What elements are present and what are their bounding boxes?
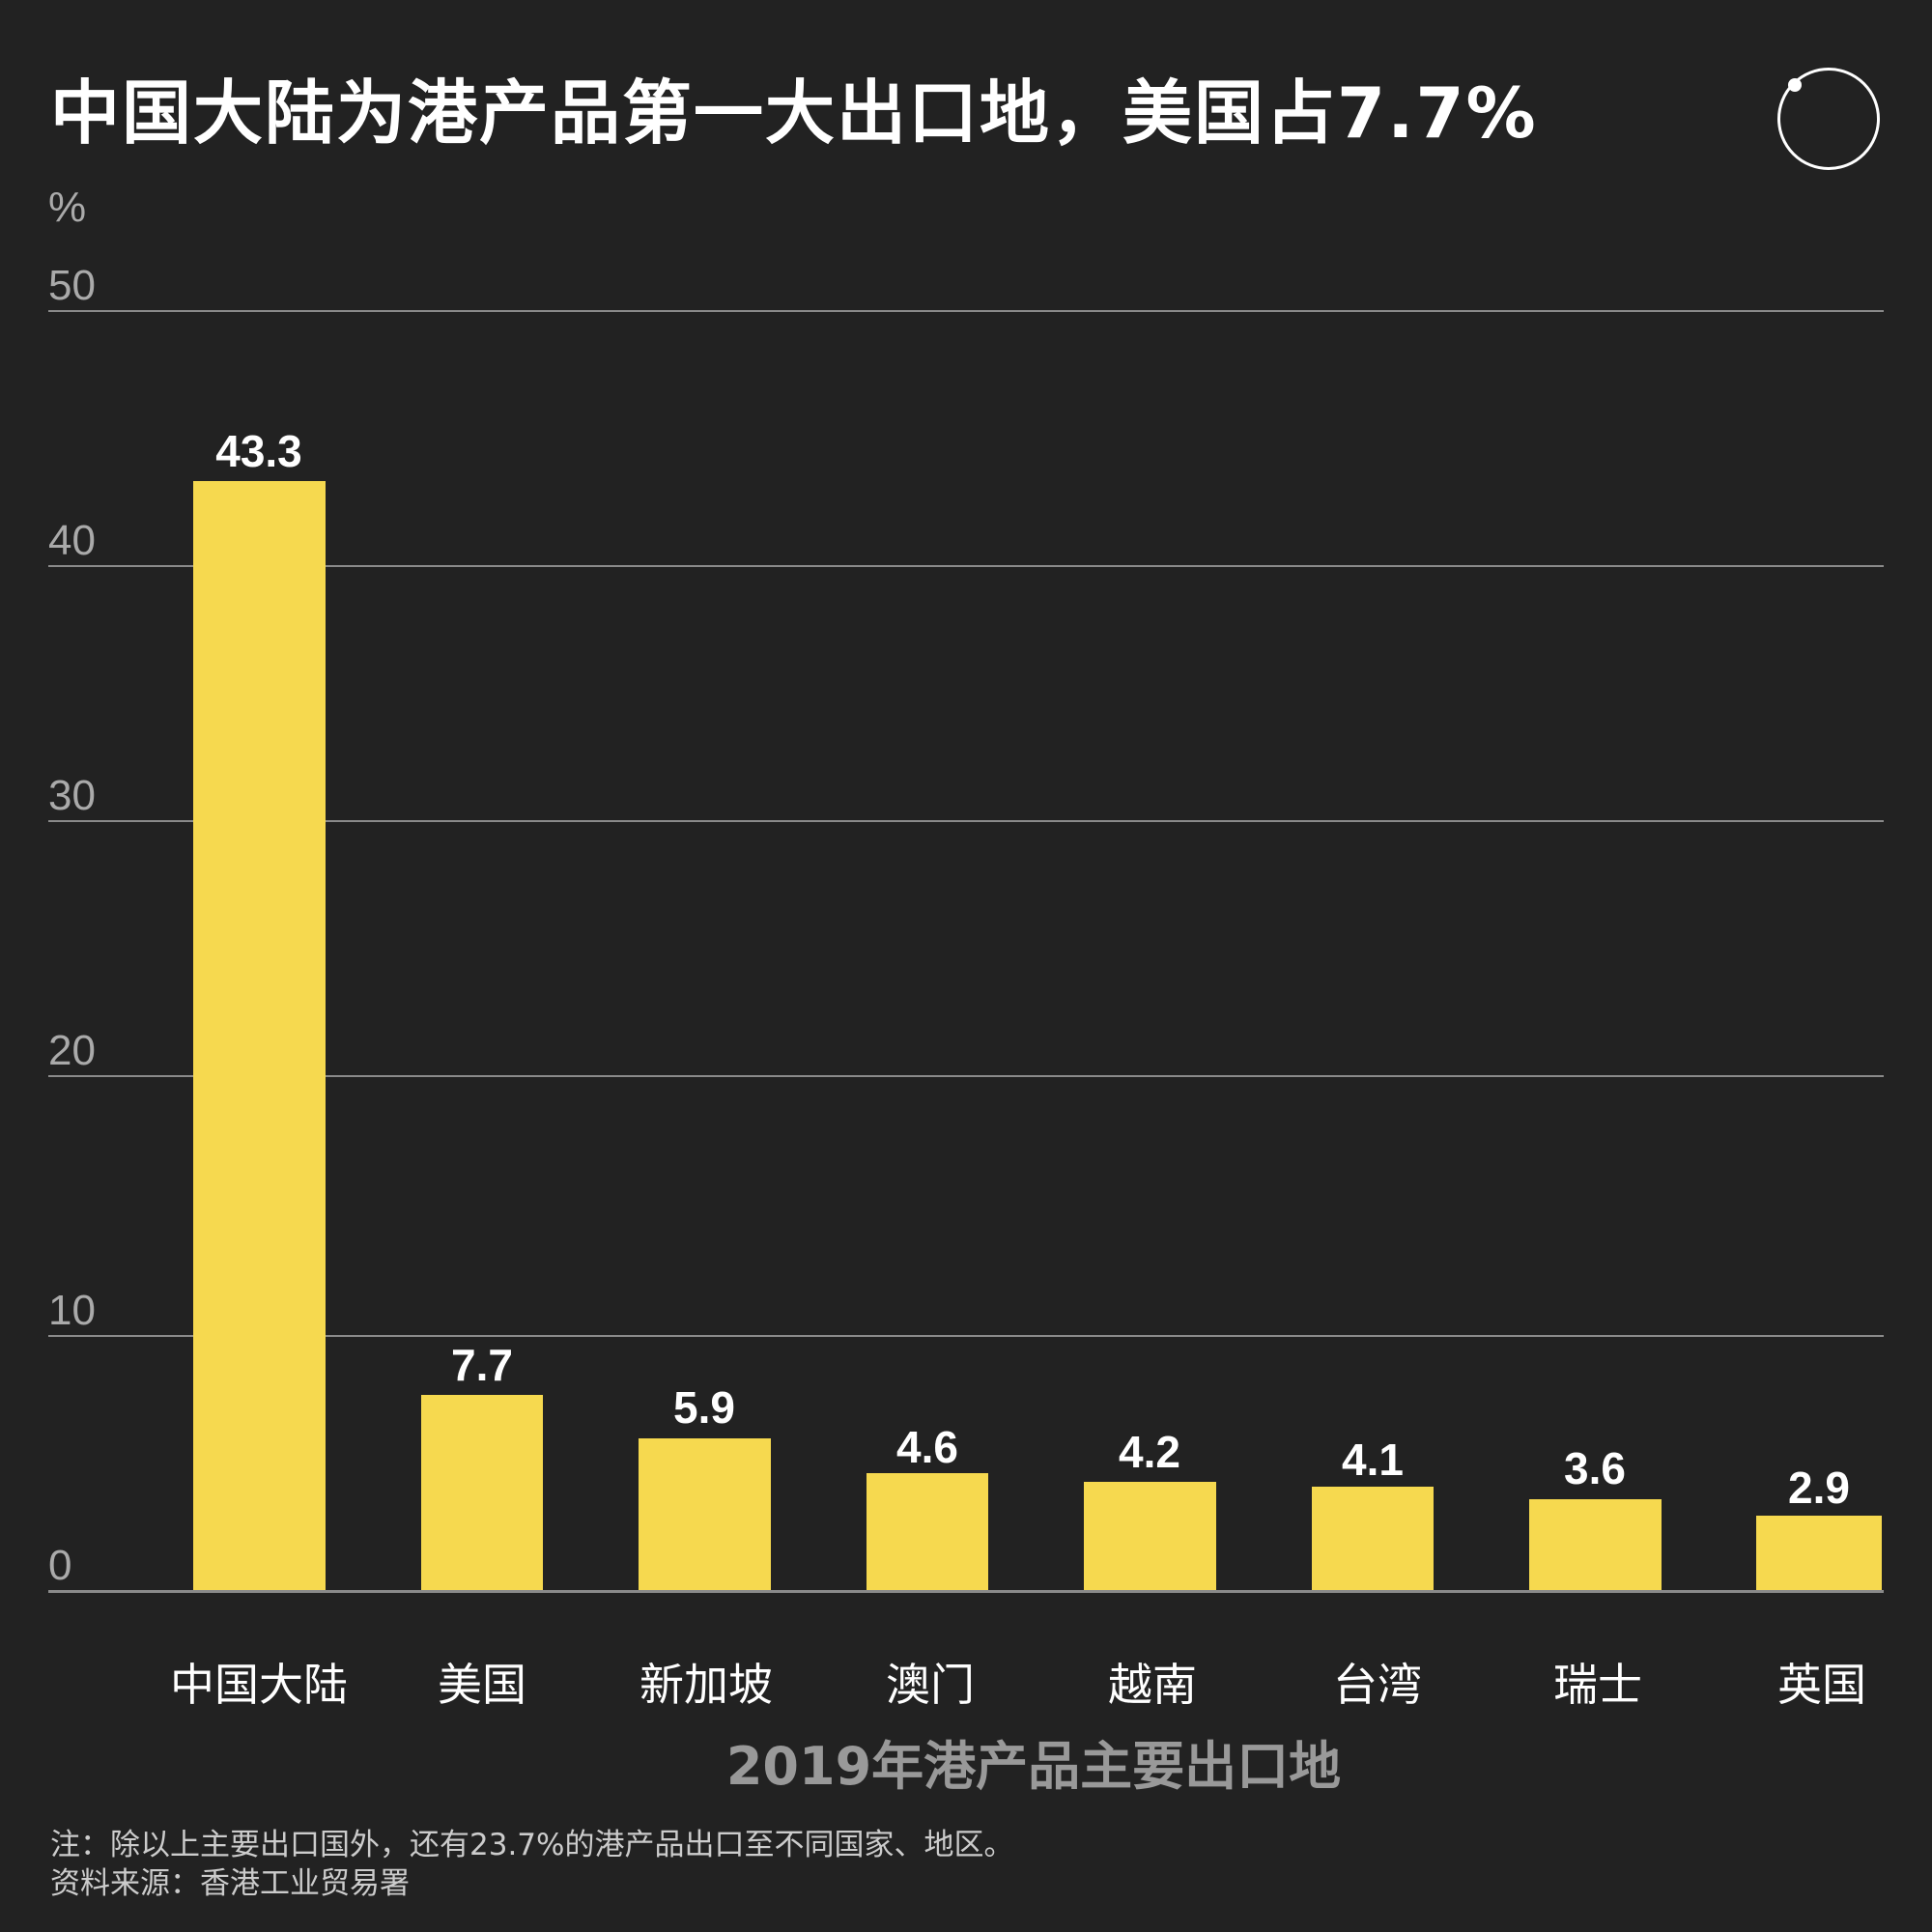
bar-taiwan [1312,1487,1434,1591]
y-tick-40: 40 [48,517,96,564]
y-tick-0: 0 [48,1542,72,1589]
x-axis-baseline [48,1590,1884,1593]
y-tick-20: 20 [48,1027,96,1074]
x-category-label: 台湾 [1333,1659,1422,1711]
bar-value-label: 5.9 [673,1382,735,1433]
gridline-30 [48,820,1884,822]
chart-title: 中国大陆为港产品第一大出口地，美国占7.7% [50,72,1538,154]
bar-value-label: 7.7 [451,1340,513,1390]
gridline-20 [48,1075,1884,1077]
x-category-label: 英国 [1777,1659,1866,1711]
y-tick-30: 30 [48,772,96,819]
x-axis-title: 2019年港产品主要出口地 [725,1736,1342,1797]
bar-usa [421,1395,543,1591]
bar-uk [1756,1516,1882,1591]
publisher-logo-icon [1777,68,1880,170]
y-tick-50: 50 [48,262,96,309]
x-category-label: 澳门 [886,1659,975,1711]
bar-value-label: 4.1 [1342,1435,1404,1485]
gridline-10 [48,1335,1884,1337]
x-category-label: 越南 [1108,1659,1197,1711]
bar-value-label: 3.6 [1564,1443,1626,1493]
bar-macau [867,1473,988,1591]
x-category-label: 美国 [438,1659,526,1711]
bar-value-label: 4.2 [1119,1427,1180,1477]
bar-value-label: 43.3 [215,426,302,476]
gridline-40 [48,565,1884,567]
x-category-label: 新加坡 [639,1659,773,1711]
footnote: 注：除以上主要出口国外，还有23.7%的港产品出口至不同国家、地区。 [50,1828,1014,1862]
x-category-label: 中国大陆 [170,1659,348,1711]
y-tick-10: 10 [48,1287,96,1334]
source-credit: 资料来源：香港工业贸易署 [50,1866,410,1901]
x-category-label: 瑞士 [1553,1659,1642,1711]
bar-singapore [639,1438,771,1591]
y-axis-unit: % [48,184,87,231]
bar-switzerland [1529,1499,1662,1591]
bar-china-mainland [193,481,326,1591]
bar-vietnam [1084,1482,1216,1591]
bar-value-label: 4.6 [896,1422,958,1472]
logo-dot-icon [1788,78,1802,92]
gridline-50 [48,310,1884,312]
bar-value-label: 2.9 [1788,1463,1850,1513]
